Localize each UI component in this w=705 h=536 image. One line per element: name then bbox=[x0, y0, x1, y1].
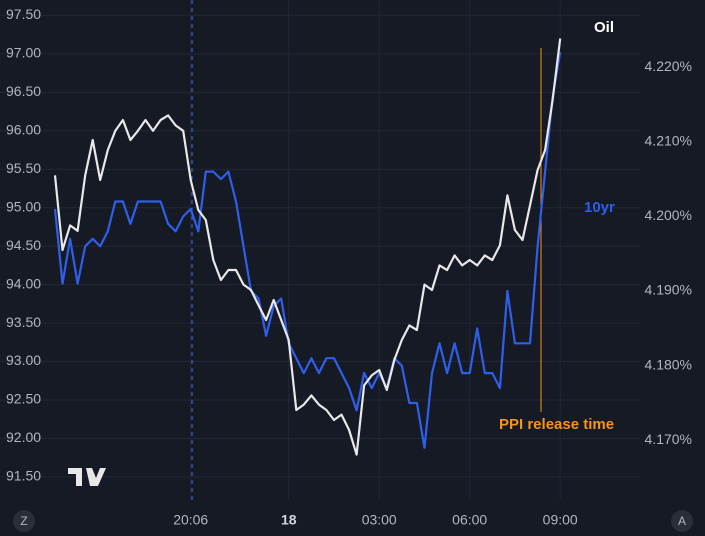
y-tick-label: 97.50 bbox=[6, 6, 41, 22]
button[interactable] bbox=[671, 510, 693, 532]
y-tick-label: 93.50 bbox=[6, 314, 41, 330]
annotation: PPI release time bbox=[499, 416, 614, 433]
y2-tick-label: 4.180% bbox=[645, 356, 692, 372]
y2-tick-label: 4.170% bbox=[645, 431, 692, 447]
y-tick-label: 92.00 bbox=[6, 429, 41, 445]
x-tick-label: 18 bbox=[281, 512, 297, 528]
y-tick-label: 95.00 bbox=[6, 198, 41, 214]
line bbox=[53, 38, 562, 456]
y-tick-label: 94.00 bbox=[6, 275, 41, 291]
y2-tick-label: 4.220% bbox=[645, 58, 692, 74]
button[interactable] bbox=[13, 510, 35, 532]
x-tick-label: 03:00 bbox=[362, 512, 397, 528]
line bbox=[53, 52, 562, 449]
series-label: Oil bbox=[594, 19, 614, 36]
logo bbox=[68, 468, 106, 486]
y-tick-label: 95.50 bbox=[6, 160, 41, 176]
y-tick-label: 94.50 bbox=[6, 237, 41, 253]
y-tick-label: 93.00 bbox=[6, 352, 41, 368]
y-tick-label: 92.50 bbox=[6, 391, 41, 407]
y-tick-label: 97.00 bbox=[6, 45, 41, 61]
y-tick-label: 96.00 bbox=[6, 121, 41, 137]
x-tick-label: 06:00 bbox=[452, 512, 487, 528]
x-tick-label: 09:00 bbox=[543, 512, 578, 528]
button-label[interactable]: A bbox=[678, 514, 686, 528]
series-label: 10yr bbox=[584, 199, 615, 216]
y-tick-label: 91.50 bbox=[6, 468, 41, 484]
y2-tick-label: 4.210% bbox=[645, 132, 692, 148]
y2-tick-label: 4.200% bbox=[645, 207, 692, 223]
y-tick-label: 96.50 bbox=[6, 83, 41, 99]
y2-tick-label: 4.190% bbox=[645, 282, 692, 298]
button-label[interactable]: Z bbox=[20, 514, 27, 528]
x-tick-label: 20:06 bbox=[173, 512, 208, 528]
